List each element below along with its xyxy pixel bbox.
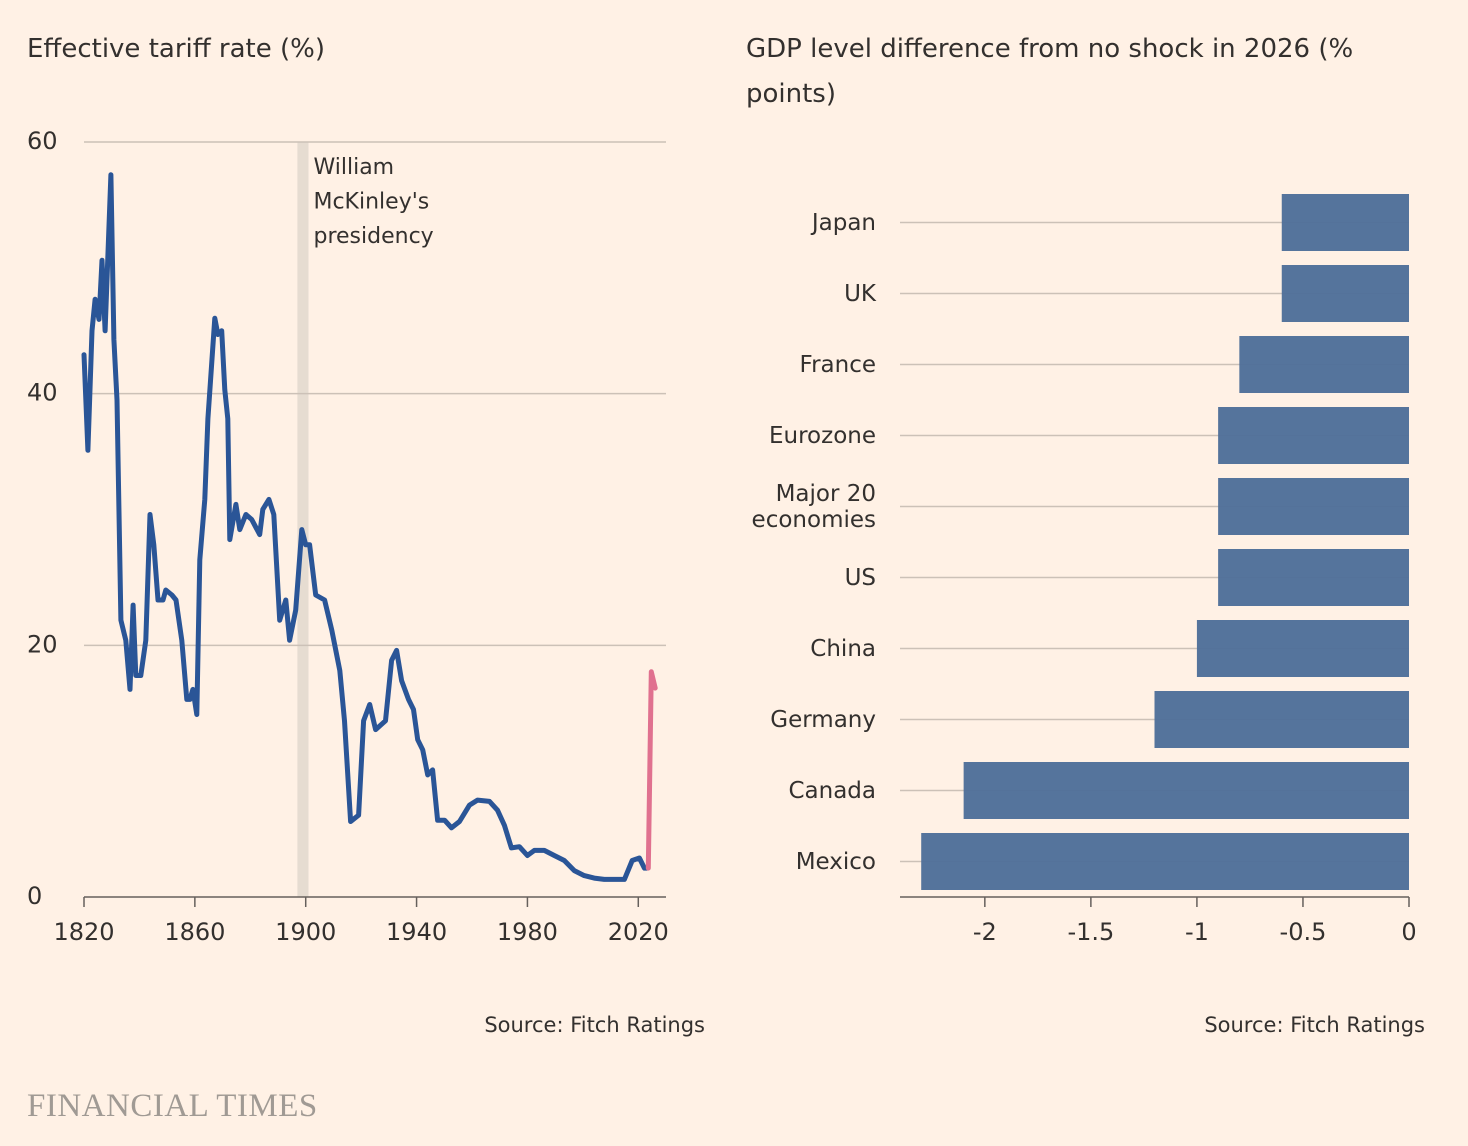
x-tick-label: 1980 — [497, 918, 558, 946]
bar — [1239, 336, 1409, 393]
x-tick-label: -2 — [973, 918, 997, 946]
bar — [1196, 620, 1409, 677]
x-tick-label: -0.5 — [1280, 918, 1327, 946]
x-tick-label: 1940 — [386, 918, 447, 946]
x-tick-label: 1900 — [275, 918, 336, 946]
bar — [1218, 478, 1409, 535]
annotation-text: presidency — [313, 224, 433, 249]
bar — [1281, 194, 1409, 251]
chart-title: GDP level difference from no shock in 20… — [746, 34, 1354, 109]
y-tick-label: 40 — [27, 379, 58, 407]
y-tick-label: 20 — [27, 630, 58, 658]
source: Source: Fitch Ratings — [1204, 1013, 1425, 1037]
y-tick-label: Japan — [811, 209, 876, 236]
y-tick-label: 0 — [27, 882, 42, 910]
bar — [1281, 265, 1409, 322]
y-tick-label: Canada — [788, 777, 876, 804]
y-tick-label: Major 20 economies — [751, 480, 876, 533]
bar — [921, 833, 1409, 890]
y-tick-label: Mexico — [795, 848, 876, 875]
brand-logo: FINANCIAL TIMES — [27, 1088, 318, 1124]
x-tick-label: 2020 — [608, 918, 669, 946]
annotation-text: McKinley's — [313, 190, 429, 215]
y-tick-label: China — [810, 635, 876, 662]
y-tick-label: UK — [844, 280, 876, 307]
y-tick-label: Eurozone — [768, 422, 876, 449]
x-tick-label: 0 — [1401, 918, 1416, 946]
x-tick-label: 1860 — [164, 918, 225, 946]
bar — [963, 762, 1409, 819]
x-tick-label: -1 — [1185, 918, 1209, 946]
line-series — [81, 172, 650, 882]
bar — [1218, 549, 1409, 606]
y-tick-label: 60 — [27, 127, 58, 155]
x-tick-label: 1820 — [53, 918, 114, 946]
annotation-text: William — [313, 155, 394, 180]
x-tick-label: -1.5 — [1067, 918, 1114, 946]
source: Source: Fitch Ratings — [484, 1013, 705, 1037]
y-tick-label: US — [844, 564, 876, 591]
line-series — [645, 669, 658, 871]
bar — [1218, 407, 1409, 464]
y-tick-label: Germany — [770, 706, 876, 733]
bar — [1154, 691, 1409, 748]
chart-title: Effective tariff rate (%) — [27, 34, 325, 64]
annotation-band — [297, 142, 309, 897]
y-tick-label: France — [799, 351, 876, 378]
